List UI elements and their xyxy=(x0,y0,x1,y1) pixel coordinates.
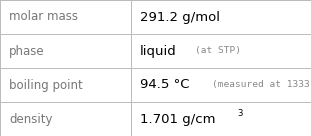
Text: density: density xyxy=(9,112,53,126)
Text: (at STP): (at STP) xyxy=(195,47,241,55)
Text: boiling point: boiling point xyxy=(9,78,83,92)
Text: 291.2 g/mol: 291.2 g/mol xyxy=(140,10,220,24)
Text: 3: 3 xyxy=(237,109,243,118)
Text: 1.701 g/cm: 1.701 g/cm xyxy=(140,112,216,126)
Text: phase: phase xyxy=(9,44,45,58)
Text: molar mass: molar mass xyxy=(9,10,78,24)
Text: liquid: liquid xyxy=(140,44,177,58)
Text: 94.5 °C: 94.5 °C xyxy=(140,78,189,92)
Text: (measured at 1333 Pa): (measured at 1333 Pa) xyxy=(211,81,311,89)
